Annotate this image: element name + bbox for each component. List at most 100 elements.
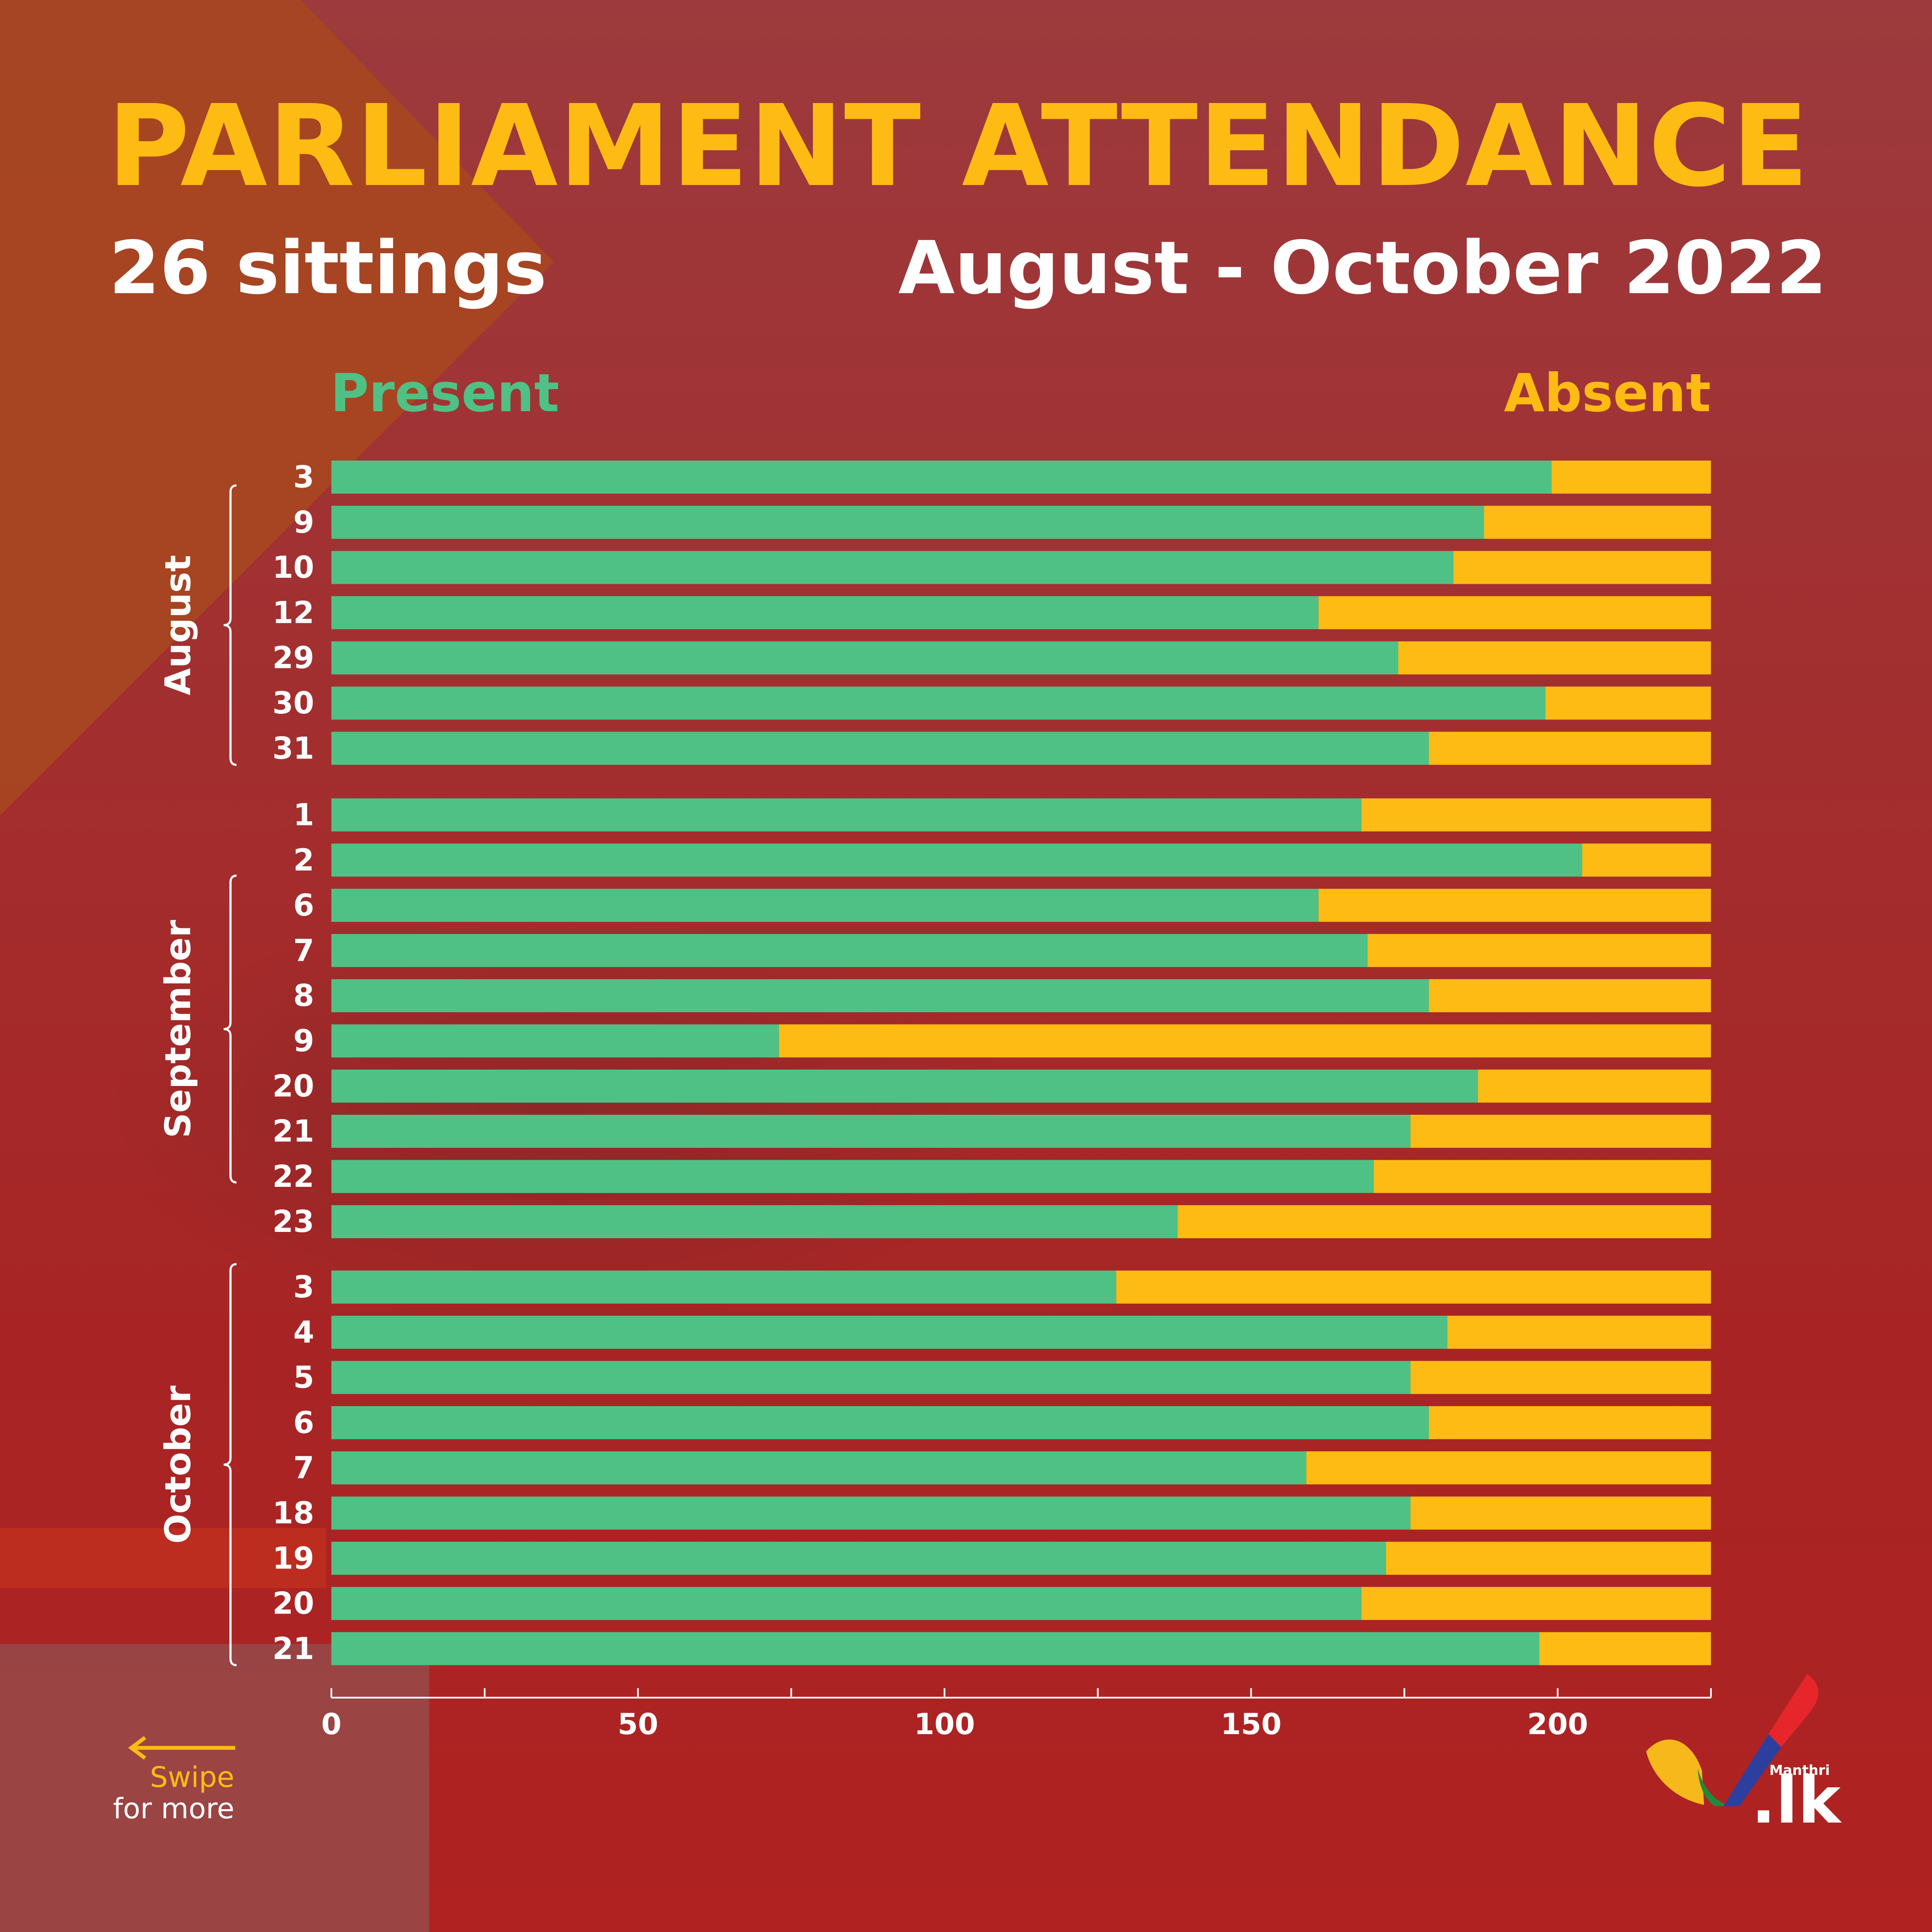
- bar-present: [331, 889, 1319, 922]
- day-label: 9: [293, 1023, 314, 1059]
- logo-brand-text: Manthri: [1769, 1762, 1830, 1778]
- bar-absent: [1453, 551, 1711, 584]
- bar-absent: [1410, 1496, 1711, 1530]
- day-label: 30: [273, 685, 314, 721]
- bar-absent: [779, 1024, 1711, 1058]
- logo-domain-text: .lk: [1751, 1763, 1841, 1838]
- bar-present: [331, 596, 1319, 629]
- day-label: 6: [293, 1405, 314, 1440]
- day-label: 10: [273, 550, 314, 585]
- bar-present: [331, 798, 1362, 831]
- x-tick-label: 200: [1527, 1708, 1588, 1741]
- bar-present: [331, 1205, 1178, 1238]
- bar-present: [331, 934, 1368, 967]
- bar-absent: [1318, 596, 1711, 629]
- bar-present: [331, 1271, 1116, 1304]
- bar-present: [331, 1115, 1411, 1148]
- month-bracket: [223, 1263, 237, 1666]
- bar-present: [331, 843, 1583, 877]
- x-tick-label: 100: [914, 1708, 975, 1741]
- legend-present: Present: [331, 363, 559, 424]
- bar-absent: [1429, 731, 1711, 765]
- x-tick-label: 50: [618, 1708, 658, 1741]
- bar-absent: [1177, 1205, 1711, 1238]
- bar-absent: [1447, 1316, 1711, 1349]
- legend-absent: Absent: [1504, 363, 1711, 424]
- month-label: August: [158, 555, 199, 695]
- day-label: 12: [273, 595, 314, 630]
- swipe-hint[interactable]: Swipe for more: [113, 1762, 234, 1824]
- day-label: 8: [293, 978, 314, 1013]
- bar-present: [331, 1451, 1307, 1485]
- day-label: 9: [293, 505, 314, 540]
- day-label: 22: [273, 1159, 314, 1194]
- bar-present: [331, 1632, 1540, 1665]
- bar-absent: [1478, 1069, 1711, 1103]
- bar-absent: [1429, 1406, 1711, 1439]
- bar-present: [331, 1069, 1478, 1103]
- bar-absent: [1551, 461, 1711, 494]
- bar-present: [331, 1406, 1429, 1439]
- day-label: 3: [293, 1270, 314, 1305]
- day-label: 20: [273, 1586, 314, 1621]
- bar-absent: [1116, 1271, 1711, 1304]
- day-label: 5: [293, 1360, 314, 1395]
- month-bracket: [223, 874, 237, 1184]
- manthri-logo-icon: [1646, 1674, 1819, 1806]
- bar-present: [331, 686, 1546, 720]
- bar-absent: [1429, 979, 1711, 1013]
- sittings-count: 26 sittings: [109, 226, 547, 311]
- bar-present: [331, 506, 1484, 539]
- bar-absent: [1368, 934, 1711, 967]
- bar-absent: [1398, 641, 1711, 675]
- bar-absent: [1545, 686, 1711, 720]
- bar-present: [331, 551, 1454, 584]
- bar-absent: [1539, 1632, 1711, 1665]
- day-label: 29: [273, 640, 314, 676]
- swipe-label: Swipe: [150, 1761, 234, 1794]
- bar-present: [331, 1361, 1411, 1394]
- bar-absent: [1306, 1451, 1711, 1485]
- bar-absent: [1361, 798, 1711, 831]
- day-label: 3: [293, 460, 314, 495]
- bar-absent: [1410, 1115, 1711, 1148]
- page-title: PARLIAMENT ATTENDANCE: [107, 81, 1810, 212]
- bar-present: [331, 1160, 1374, 1193]
- day-label: 21: [273, 1114, 314, 1149]
- day-label: 21: [273, 1631, 314, 1666]
- arrow-left-icon[interactable]: [123, 1735, 239, 1761]
- bar-present: [331, 1316, 1447, 1349]
- for-more-label: for more: [113, 1792, 234, 1825]
- bar-absent: [1582, 843, 1711, 877]
- bar-present: [331, 461, 1552, 494]
- day-label: 7: [293, 1450, 314, 1486]
- bar-present: [331, 641, 1398, 675]
- x-tick-label: 150: [1221, 1708, 1282, 1741]
- bar-present: [331, 1496, 1411, 1530]
- day-label: 18: [273, 1495, 314, 1531]
- bar-present: [331, 979, 1429, 1013]
- month-bracket: [223, 484, 237, 766]
- day-label: 1: [293, 798, 314, 833]
- bar-absent: [1484, 506, 1711, 539]
- bar-absent: [1361, 1587, 1711, 1620]
- bar-absent: [1374, 1160, 1711, 1193]
- bar-present: [331, 731, 1429, 765]
- bar-absent: [1386, 1541, 1711, 1575]
- day-label: 7: [293, 933, 314, 968]
- day-label: 6: [293, 888, 314, 923]
- x-tick-label: 0: [321, 1708, 341, 1741]
- month-label: September: [158, 920, 199, 1138]
- bar-absent: [1318, 889, 1711, 922]
- month-label: October: [158, 1385, 199, 1544]
- day-label: 20: [273, 1068, 314, 1104]
- day-label: 4: [293, 1315, 314, 1350]
- day-label: 19: [273, 1541, 314, 1576]
- day-label: 2: [293, 843, 314, 878]
- bar-absent: [1410, 1361, 1711, 1394]
- bar-present: [331, 1024, 779, 1058]
- day-label: 31: [273, 731, 314, 766]
- bar-present: [331, 1541, 1386, 1575]
